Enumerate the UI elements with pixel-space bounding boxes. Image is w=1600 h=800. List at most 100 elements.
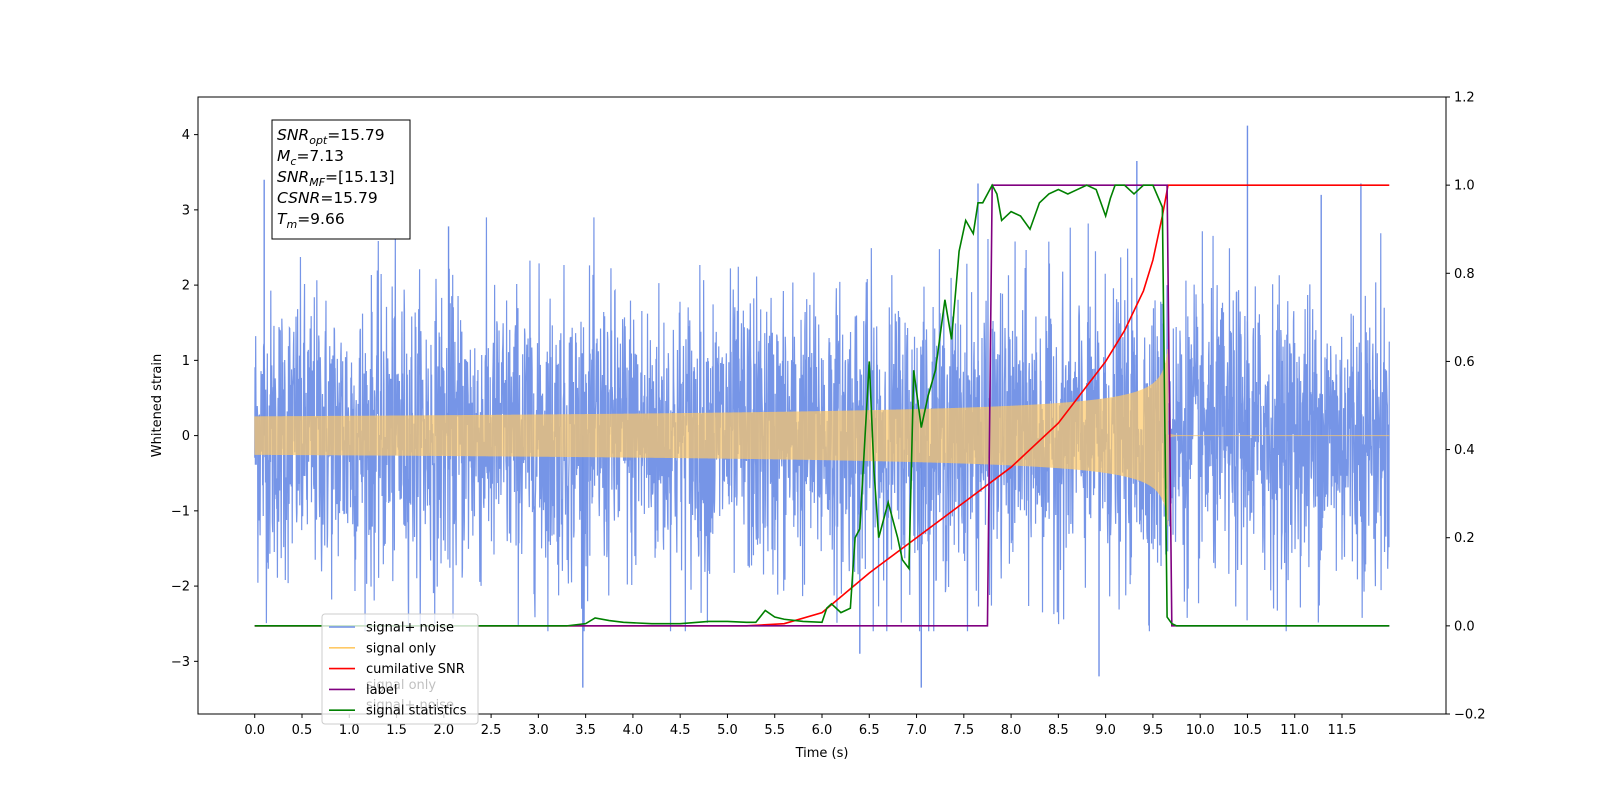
x-tick: 5.5 [764, 714, 785, 738]
y-left-tick-label: −3 [171, 655, 190, 670]
x-axis: 0.0 0.5 1.0 1.5 2.0 2.5 3.0 3.5 4.0 4.5 5.0 5.5 6.0 6… [244, 714, 1356, 738]
x-tick: 6.5 [859, 714, 880, 738]
y-right-tick: 0.0 [1446, 619, 1475, 634]
y-right-tick: −0.2 [1446, 708, 1486, 723]
x-tick: 10.5 [1233, 714, 1262, 738]
x-tick-label: 11.0 [1280, 723, 1309, 738]
y-left-tick: −3 [171, 655, 198, 670]
y-right-tick-label: 0.2 [1454, 531, 1475, 546]
x-tick-label: 1.0 [339, 723, 360, 738]
y-right-tick: 0.4 [1446, 443, 1475, 458]
annotation-frame [271, 119, 411, 240]
x-tick-label: 1.5 [386, 723, 407, 738]
annotation-line: SNRopt=15.79 [277, 126, 385, 147]
y-left-tick-label: 0 [182, 429, 190, 444]
legend-entry: cumilative SNR [329, 662, 465, 677]
x-tick-label: 4.5 [670, 723, 691, 738]
y-axis-label: Whitened strain [150, 354, 165, 457]
x-tick-label: 7.5 [953, 723, 974, 738]
x-tick: 8.5 [1048, 714, 1069, 738]
x-tick-label: 9.5 [1143, 723, 1164, 738]
x-tick: 6.0 [812, 714, 833, 738]
annotation-line: Tm=9.66 [277, 210, 345, 231]
legend-label: signal statistics [366, 704, 467, 719]
y-left-tick: −2 [171, 580, 198, 595]
series-layer [254, 125, 1390, 688]
y-right-tick: 1.0 [1446, 179, 1475, 194]
x-tick: 3.5 [575, 714, 596, 738]
x-tick: 8.0 [1001, 714, 1022, 738]
y-right-tick: 1.2 [1446, 91, 1475, 106]
x-tick-label: 10.0 [1186, 723, 1215, 738]
x-tick-label: 5.5 [764, 723, 785, 738]
x-tick-label: 8.0 [1001, 723, 1022, 738]
x-tick-label: 8.5 [1048, 723, 1069, 738]
x-tick-label: 7.0 [906, 723, 927, 738]
x-tick-label: 0.5 [292, 723, 313, 738]
legend-label: label [366, 683, 397, 698]
legend-label: cumilative SNR [366, 662, 465, 677]
legend-frame [321, 613, 479, 725]
y-right-tick-label: −0.2 [1454, 708, 1486, 723]
series-signal-noise [254, 217, 1390, 632]
legend-ghost-label: signal+ noise [366, 698, 454, 713]
stats-annotation-box: SNRopt=15.79Mc=7.13SNRMF=[15.13]CSNR=15.… [271, 119, 411, 240]
legend-entry: signal only [329, 641, 436, 656]
x-tick: 3.0 [528, 714, 549, 738]
annotation-line: Mc=7.13 [277, 147, 344, 168]
y-right-tick-label: 0.4 [1454, 443, 1475, 458]
y-right-tick-label: 0.8 [1454, 267, 1475, 282]
legend-label: signal+ noise [366, 621, 454, 636]
y-left-tick: 4 [182, 128, 198, 143]
legend-ghost-label: signal only [366, 678, 436, 693]
x-tick-label: 2.0 [433, 723, 454, 738]
legend-entry: label [329, 683, 397, 698]
x-tick: 11.0 [1280, 714, 1309, 738]
x-tick-label: 4.0 [623, 723, 644, 738]
y-right-tick-label: 0.6 [1454, 355, 1475, 370]
y-left-tick-label: 1 [182, 354, 190, 369]
y-right-tick-label: 1.2 [1454, 91, 1475, 106]
y-left-tick: 2 [182, 279, 198, 294]
noise-spikes [263, 125, 1362, 688]
series-signal-only [254, 348, 1390, 526]
x-tick: 11.5 [1328, 714, 1357, 738]
x-axis-label: Time (s) [795, 746, 849, 761]
legend-label: signal only [366, 641, 436, 656]
y-axis-right: −0.2 0.0 0.2 0.4 0.6 0.8 1.0 1.2 [1446, 91, 1486, 723]
x-tick-label: 6.5 [859, 723, 880, 738]
y-right-tick: 0.6 [1446, 355, 1475, 370]
series-cumulative-snr [254, 184, 1390, 627]
x-tick-label: 10.5 [1233, 723, 1262, 738]
y-left-tick: −1 [171, 504, 198, 519]
x-tick: 10.0 [1186, 714, 1215, 738]
y-right-tick-label: 0.0 [1454, 619, 1475, 634]
y-left-tick: 0 [182, 429, 198, 444]
x-tick-label: 9.0 [1095, 723, 1116, 738]
y-left-tick-label: −2 [171, 580, 190, 595]
x-tick-label: 0.0 [244, 723, 265, 738]
x-tick: 2.5 [481, 714, 502, 738]
y-right-tick: 0.8 [1446, 267, 1475, 282]
legend-entry: signal+ noise [329, 621, 454, 636]
x-tick-label: 2.5 [481, 723, 502, 738]
legend-entry: signal statistics [329, 704, 467, 719]
x-tick-label: 3.5 [575, 723, 596, 738]
x-tick: 9.0 [1095, 714, 1116, 738]
x-tick: 7.0 [906, 714, 927, 738]
x-tick: 0.5 [292, 714, 313, 738]
x-tick: 9.5 [1143, 714, 1164, 738]
y-right-tick: 0.2 [1446, 531, 1475, 546]
x-tick-label: 11.5 [1328, 723, 1357, 738]
y-axis-left: −3 −2 −1 0 1 2 3 4 [171, 128, 198, 670]
series-signal-statistics [254, 183, 1390, 627]
x-tick: 4.0 [623, 714, 644, 738]
y-right-tick-label: 1.0 [1454, 179, 1475, 194]
y-left-tick: 3 [182, 203, 198, 218]
x-tick: 0.0 [244, 714, 265, 738]
y-left-tick-label: 3 [182, 203, 190, 218]
annotation-line: SNRMF=[15.13] [277, 168, 395, 189]
x-tick-label: 6.0 [812, 723, 833, 738]
